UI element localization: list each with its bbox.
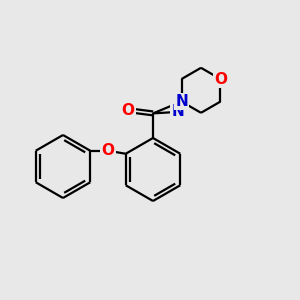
Text: O: O bbox=[122, 103, 135, 118]
Text: N: N bbox=[175, 94, 188, 109]
Text: N: N bbox=[171, 104, 184, 119]
Text: O: O bbox=[214, 71, 227, 86]
Text: N: N bbox=[175, 94, 188, 109]
Text: O: O bbox=[101, 143, 115, 158]
